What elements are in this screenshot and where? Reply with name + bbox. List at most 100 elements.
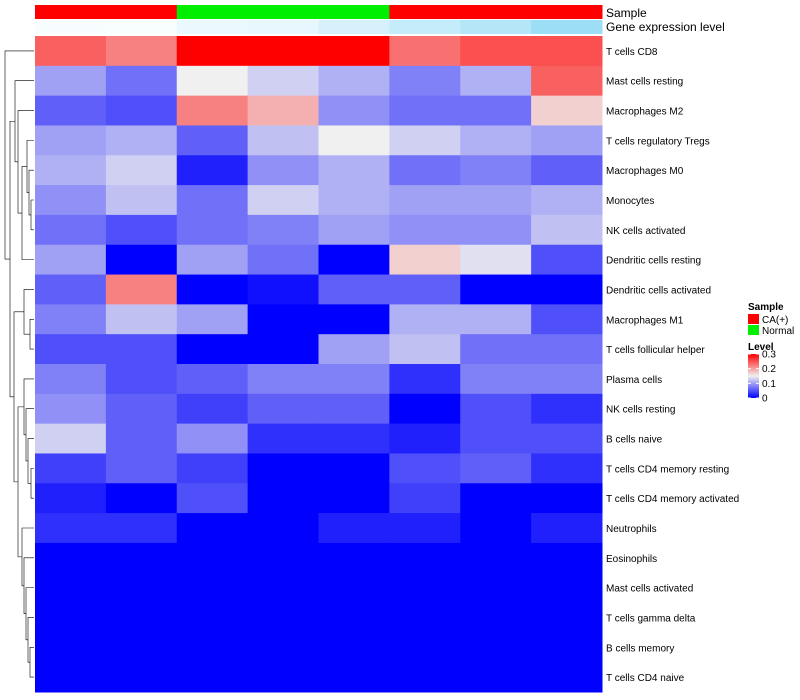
heatmap-cell — [460, 453, 532, 484]
row-label: T cells gamma delta — [606, 613, 696, 624]
heatmap-cell — [35, 453, 107, 484]
heatmap-cell — [531, 274, 603, 305]
heatmap-cell — [318, 542, 390, 574]
heatmap-cell — [318, 483, 390, 514]
heatmap-cell — [389, 185, 461, 216]
heatmap-cell — [531, 393, 603, 425]
heatmap-cell — [531, 65, 603, 97]
heatmap-cell — [318, 513, 390, 544]
legend-label-ca: CA(+) — [762, 315, 788, 326]
heatmap-cell — [247, 65, 319, 97]
heatmap-cell — [531, 572, 603, 604]
heatmap-cell — [176, 304, 249, 335]
dendrogram-branch — [13, 311, 24, 483]
heatmap-cell — [176, 662, 249, 693]
heatmap-cell — [460, 393, 532, 425]
heatmap-cell — [531, 155, 603, 186]
sample-annotation-bar — [35, 5, 603, 19]
heatmap-cell — [105, 125, 178, 156]
dendrogram-branch — [17, 406, 24, 558]
heatmap-cell — [531, 483, 603, 514]
heatmap-cell — [531, 423, 603, 454]
heatmap-cell — [247, 483, 319, 514]
heatmap-cell — [318, 602, 390, 633]
row-label: Mast cells activated — [606, 584, 693, 595]
heatmap-cell — [389, 513, 461, 544]
heatmap-cell — [176, 542, 249, 574]
heatmap-cell — [35, 423, 107, 454]
heatmap-cell — [460, 65, 532, 97]
heatmap-cell — [35, 334, 107, 365]
heatmap-cell — [531, 36, 603, 67]
heatmap-cell — [176, 125, 249, 156]
heatmap-cell — [318, 214, 390, 246]
heatmap-cell — [176, 483, 249, 514]
sample-annotation-cell — [531, 5, 603, 19]
heatmap-cell — [105, 364, 178, 395]
heatmap-cell — [35, 483, 107, 514]
row-label: T cells CD4 memory resting — [606, 464, 729, 475]
legend: Sample CA(+) Normal Level 0 0.1 0.2 0.3 — [748, 302, 794, 405]
legend-swatch-ca — [748, 314, 759, 324]
heatmap-cell — [460, 602, 532, 633]
heatmap-cell — [531, 304, 603, 335]
row-label: NK cells resting — [606, 405, 675, 416]
heatmap-cell — [389, 602, 461, 633]
expression-annotation-bar — [35, 20, 603, 34]
heatmap-cell — [105, 274, 178, 305]
expression-annotation-cell — [35, 20, 107, 34]
heatmap-cell — [318, 244, 390, 276]
heatmap-cell — [247, 36, 319, 67]
heatmap-cell — [318, 453, 390, 484]
heatmap-cell — [176, 244, 249, 276]
dendrogram-branch — [21, 166, 34, 260]
heatmap-cell — [105, 632, 178, 663]
heatmap-cell — [389, 423, 461, 454]
heatmap-cell — [389, 95, 461, 126]
heatmap-cell — [105, 542, 178, 574]
heatmap-cell — [247, 572, 319, 604]
sample-annotation-cell — [176, 5, 249, 19]
heatmap-cell — [247, 423, 319, 454]
heatmap-cell — [247, 214, 319, 246]
row-label: T cells CD4 memory activated — [606, 494, 739, 505]
dendrogram-branch — [30, 468, 34, 499]
legend-label-normal: Normal — [762, 326, 794, 337]
heatmap-cell — [460, 244, 532, 276]
heatmap-cell — [318, 423, 390, 454]
heatmap-cell — [460, 185, 532, 216]
row-label: Eosinophils — [606, 554, 657, 565]
heatmap-cell — [35, 65, 107, 97]
heatmap-cell — [318, 125, 390, 156]
row-label: T cells CD8 — [606, 47, 658, 58]
heatmap-cell — [247, 244, 319, 276]
row-label: T cells regulatory Tregs — [606, 136, 710, 147]
heatmap-cell — [105, 95, 178, 126]
legend-swatch-normal — [748, 325, 759, 335]
sample-annotation-cell — [318, 5, 390, 19]
heatmap-cell — [460, 304, 532, 335]
heatmap-cell — [105, 483, 178, 514]
heatmap-cell — [531, 334, 603, 365]
heatmap-cell — [176, 155, 249, 186]
sample-annotation-cell — [460, 5, 532, 19]
heatmap-cell — [105, 453, 178, 484]
heatmap-cell — [531, 185, 603, 216]
heatmap-cell — [35, 244, 107, 276]
heatmap-cell — [247, 95, 319, 126]
heatmap-cell — [460, 662, 532, 693]
heatmap-cell — [460, 334, 532, 365]
heatmap-cell — [105, 662, 178, 693]
row-label: Dendritic cells activated — [606, 285, 711, 296]
heatmap-cell — [35, 632, 107, 663]
heatmap-cell — [389, 244, 461, 276]
legend-level-tick-label: 0.1 — [762, 379, 776, 390]
heatmap-cell — [176, 36, 249, 67]
heatmap-cell — [247, 453, 319, 484]
legend-level-tick-label: 0.3 — [762, 350, 776, 361]
sample-annotation-cell — [35, 5, 107, 19]
heatmap-cell — [35, 95, 107, 126]
heatmap-cell — [35, 36, 107, 67]
heatmap-cell — [35, 125, 107, 156]
